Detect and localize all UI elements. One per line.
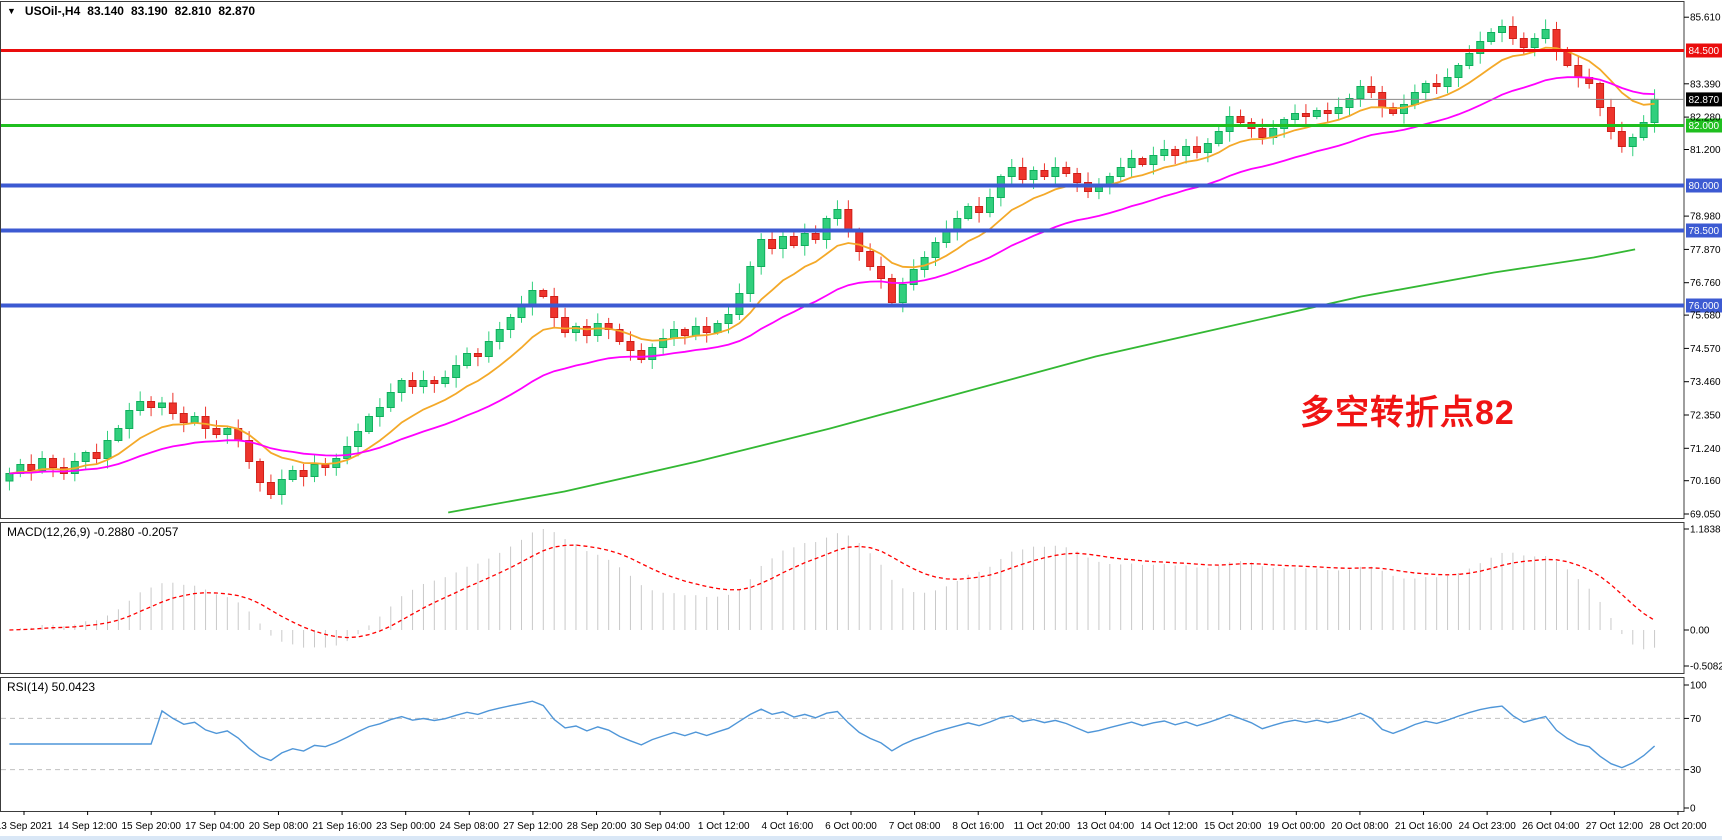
price-tick-label: 70.160 bbox=[1690, 476, 1721, 487]
price-line-badge-label: 82.000 bbox=[1689, 121, 1720, 132]
price-tick-label: 81.200 bbox=[1690, 145, 1721, 156]
time-tick-label: 20 Oct 08:00 bbox=[1331, 821, 1389, 832]
mid-ema-line bbox=[9, 76, 1655, 475]
rsi-line bbox=[9, 700, 1656, 769]
price-line-badge-label: 76.000 bbox=[1689, 301, 1720, 312]
time-tick-label: 20 Sep 08:00 bbox=[249, 821, 309, 832]
price-tick-label: 82.280 bbox=[1690, 113, 1721, 124]
price-line-badge-label: 84.500 bbox=[1689, 46, 1720, 57]
support-line-78500-badge: 78.500 bbox=[1686, 223, 1722, 238]
time-tick-label: 4 Oct 16:00 bbox=[762, 821, 814, 832]
horizontal-price-lines bbox=[1, 49, 1684, 308]
time-tick-label: 11 Oct 20:00 bbox=[1014, 821, 1071, 832]
time-tick-label: 21 Oct 16:00 bbox=[1395, 821, 1453, 832]
time-tick-label: 14 Sep 12:00 bbox=[58, 821, 118, 832]
time-tick-label: 19 Oct 00:00 bbox=[1268, 821, 1326, 832]
time-tick-label: 24 Oct 23:00 bbox=[1459, 821, 1517, 832]
price-tick-label: 74.570 bbox=[1690, 344, 1721, 355]
pivot-line-82000-badge: 82.000 bbox=[1686, 118, 1722, 133]
time-tick-label: 15 Oct 20:00 bbox=[1204, 821, 1262, 832]
time-tick-label: 8 Oct 16:00 bbox=[952, 821, 1004, 832]
macd-histogram bbox=[19, 529, 1656, 650]
price-tick-label: 73.460 bbox=[1690, 377, 1721, 388]
time-tick-label: 30 Sep 04:00 bbox=[630, 821, 690, 832]
macd-tick-label: -0.5082 bbox=[1690, 662, 1722, 673]
rsi-tick-label: 0 bbox=[1690, 804, 1696, 815]
price-tick-label: 85.610 bbox=[1690, 13, 1721, 24]
time-tick-label: 13 Sep 2021 bbox=[0, 821, 53, 832]
time-tick-label: 14 Oct 12:00 bbox=[1140, 821, 1198, 832]
rsi-levels bbox=[1, 717, 1684, 771]
time-tick-label: 7 Oct 08:00 bbox=[889, 821, 941, 832]
window-bottom-edge bbox=[0, 836, 1722, 840]
time-tick-label: 28 Oct 20:00 bbox=[1649, 821, 1707, 832]
price-tick-label: 83.390 bbox=[1690, 79, 1721, 90]
time-tick-label: 24 Sep 08:00 bbox=[440, 821, 500, 832]
rsi-tick-label: 100 bbox=[1690, 681, 1707, 692]
time-axis[interactable]: 13 Sep 2021 14 Sep 12:00 15 Sep 20:00 17 Se… bbox=[0, 811, 1707, 832]
price-line-badge-label: 80.000 bbox=[1689, 181, 1720, 192]
panel-borders bbox=[0, 1, 1685, 812]
time-tick-label: 23 Sep 00:00 bbox=[376, 821, 436, 832]
price-tick-label: 77.870 bbox=[1690, 245, 1721, 256]
price-line-badge-label: 82.870 bbox=[1689, 95, 1720, 106]
rsi-axis[interactable]: 100 70 30 0 bbox=[1684, 681, 1707, 815]
slow-ma-line bbox=[448, 248, 1636, 514]
time-tick-label: 15 Sep 20:00 bbox=[121, 821, 181, 832]
price-tick-label: 72.350 bbox=[1690, 411, 1721, 422]
macd-signal-line bbox=[9, 544, 1655, 639]
price-axis[interactable]: 85.610 83.390 82.280 81.200 78.980 77.870 76.7… bbox=[1684, 13, 1721, 521]
macd-tick-label: 1.1838 bbox=[1690, 525, 1721, 536]
time-tick-label: 26 Oct 04:00 bbox=[1522, 821, 1580, 832]
time-tick-label: 28 Sep 20:00 bbox=[567, 821, 627, 832]
support-line-76000-badge: 76.000 bbox=[1686, 298, 1722, 313]
macd-tick-label: 0.00 bbox=[1690, 626, 1710, 637]
resistance-line-84500-badge: 84.500 bbox=[1686, 43, 1722, 58]
support-line-80000-badge: 80.000 bbox=[1686, 178, 1722, 193]
price-tick-label: 69.050 bbox=[1690, 510, 1721, 521]
panel-border bbox=[0, 522, 1685, 674]
price-tick-label: 76.760 bbox=[1690, 278, 1721, 289]
rsi-tick-label: 30 bbox=[1690, 765, 1702, 776]
candlesticks bbox=[5, 16, 1659, 505]
panel-border bbox=[0, 1, 1685, 519]
panel-border bbox=[0, 677, 1685, 812]
price-tick-label: 75.680 bbox=[1690, 311, 1721, 322]
fast-ema-line bbox=[9, 46, 1655, 475]
price-tick-label: 78.980 bbox=[1690, 212, 1721, 223]
macd-axis[interactable]: 1.1838 0.00 -0.5082 bbox=[1684, 525, 1722, 673]
current-price-line-badge: 82.870 bbox=[1686, 92, 1722, 107]
time-tick-label: 27 Oct 12:00 bbox=[1586, 821, 1644, 832]
time-tick-label: 21 Sep 16:00 bbox=[312, 821, 372, 832]
price-line-badge-label: 78.500 bbox=[1689, 226, 1720, 237]
time-tick-label: 17 Sep 04:00 bbox=[185, 821, 245, 832]
price-tick-label: 71.240 bbox=[1690, 444, 1721, 455]
time-tick-label: 13 Oct 04:00 bbox=[1077, 821, 1135, 832]
time-tick-label: 27 Sep 12:00 bbox=[503, 821, 563, 832]
time-tick-label: 1 Oct 12:00 bbox=[698, 821, 750, 832]
rsi-tick-label: 70 bbox=[1690, 714, 1702, 725]
time-tick-label: 6 Oct 00:00 bbox=[825, 821, 877, 832]
